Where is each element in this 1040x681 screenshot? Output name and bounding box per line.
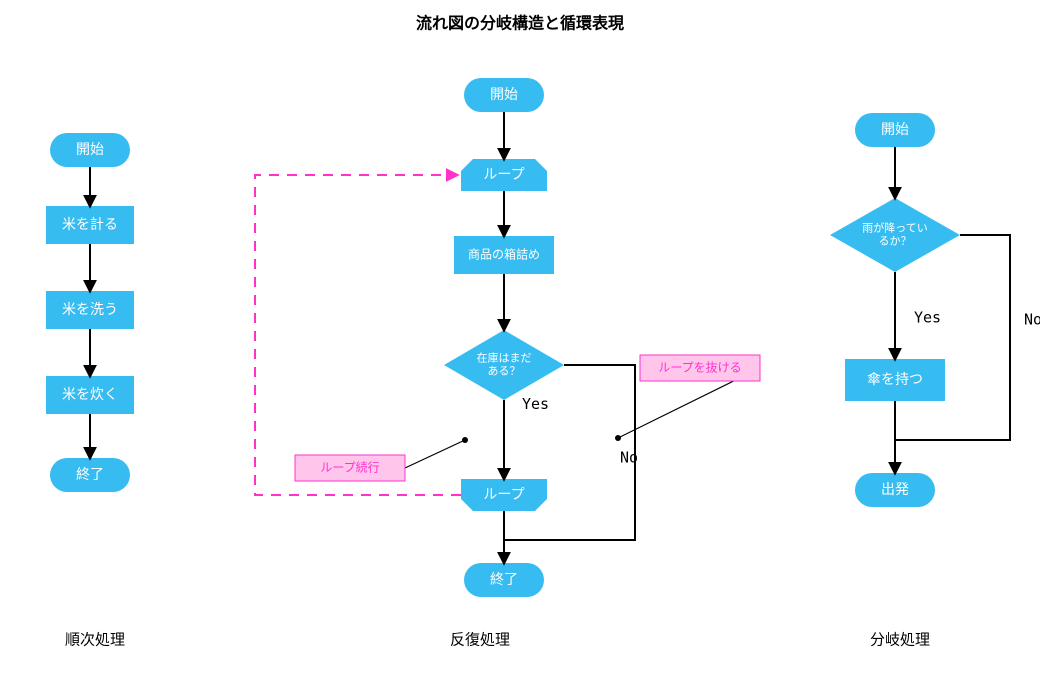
node-c_dec: 雨が降っているか？: [830, 198, 960, 272]
node-label: ループ: [483, 487, 524, 503]
caption: 反復処理: [450, 631, 510, 649]
annotation-leader: [405, 440, 465, 468]
page-title: 流れ図の分岐構造と循環表現: [416, 14, 624, 33]
node-a_p3: 米を炊く: [46, 376, 134, 414]
annotation-label: ループ続行: [320, 461, 379, 475]
node-b_loop1: ループ: [461, 159, 547, 191]
node-label: るか？: [879, 234, 912, 247]
node-a_p2: 米を洗う: [46, 291, 134, 329]
node-label: 開始: [490, 87, 518, 103]
node-b_end: 終了: [464, 563, 544, 597]
edge-c_no_path: [895, 235, 1010, 440]
node-label: 出発: [881, 482, 909, 498]
node-label: 開始: [881, 122, 909, 138]
node-c_p1: 傘を持つ: [845, 359, 945, 401]
flowchart-canvas: 流れ図の分岐構造と循環表現開始米を計る米を洗う米を炊く終了開始ループ商品の箱詰め…: [0, 0, 1040, 681]
node-a_p1: 米を計る: [46, 206, 134, 244]
edge-b_no_path: [504, 365, 635, 540]
annotation-label: ループを抜ける: [658, 361, 741, 375]
annotation-leader-dot: [615, 435, 621, 441]
node-b_start: 開始: [464, 78, 544, 112]
node-label: 傘を持つ: [867, 372, 923, 388]
node-a_end: 終了: [50, 458, 130, 492]
node-label: 在庫はまだ: [477, 351, 532, 365]
node-c_start: 開始: [855, 113, 935, 147]
node-label: 商品の箱詰め: [468, 247, 540, 262]
node-b_dec: 在庫はまだある？: [444, 330, 564, 400]
caption: 順次処理: [65, 631, 125, 649]
edge-pink_loop: [255, 175, 461, 495]
edge-label: Yes: [522, 395, 549, 413]
node-b_p1: 商品の箱詰め: [454, 236, 554, 274]
node-label: 終了: [490, 572, 518, 588]
edge-label: Yes: [914, 309, 941, 327]
annotation-leader-dot: [462, 437, 468, 443]
node-label: ある？: [488, 364, 521, 377]
node-label: ループ: [483, 167, 524, 183]
node-a_start: 開始: [50, 133, 130, 167]
node-label: 終了: [76, 467, 104, 483]
caption: 分岐処理: [870, 631, 930, 649]
node-b_loop2: ループ: [461, 479, 547, 511]
node-label: 米を洗う: [62, 302, 118, 318]
node-label: 米を炊く: [62, 387, 118, 403]
edge-label: No: [1024, 311, 1040, 329]
node-label: 雨が降ってい: [862, 221, 927, 235]
node-label: 米を計る: [62, 217, 118, 233]
edge-label: No: [620, 449, 638, 467]
node-label: 開始: [76, 142, 104, 158]
node-c_end: 出発: [855, 473, 935, 507]
